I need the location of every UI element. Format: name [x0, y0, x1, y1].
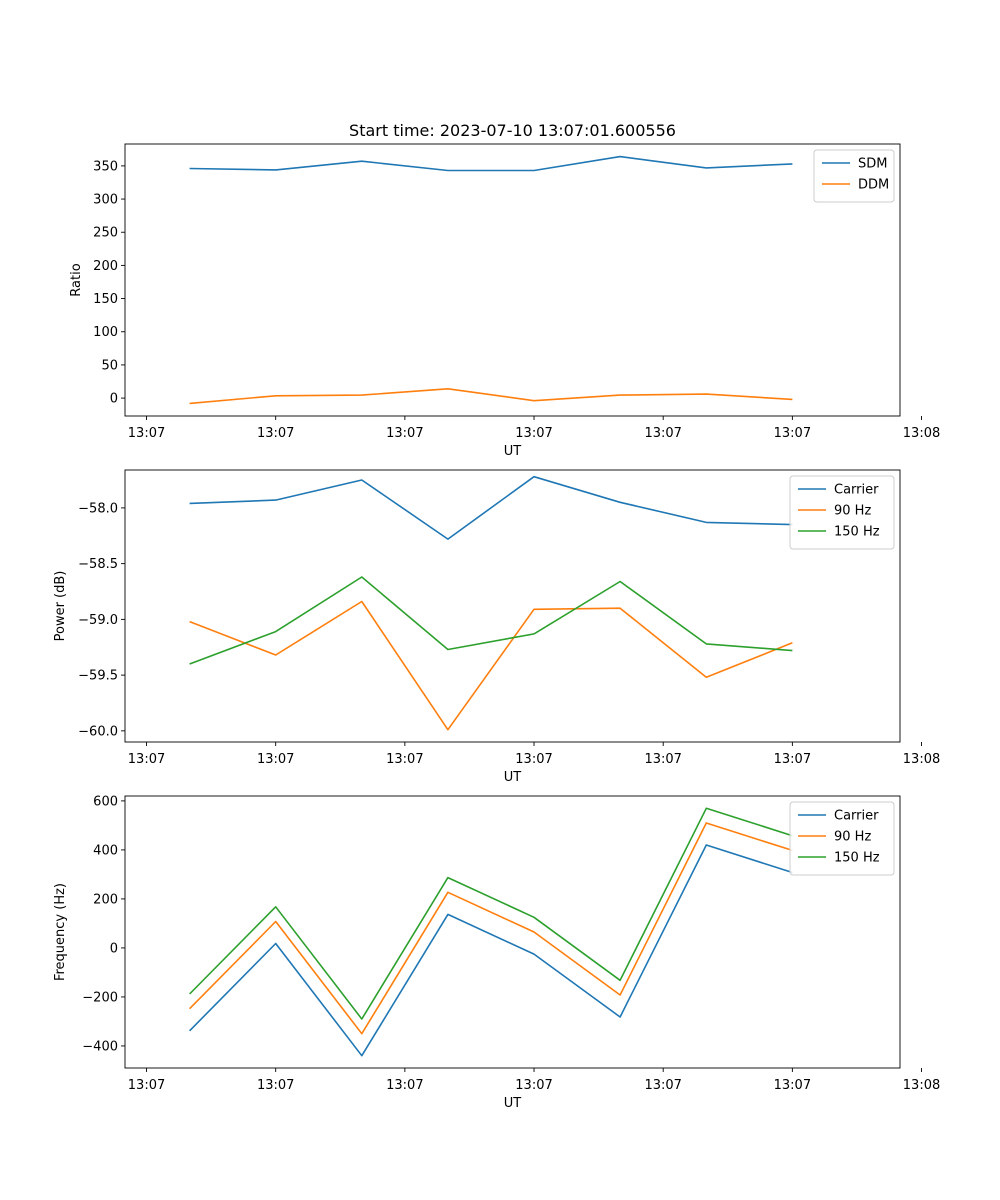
power-panel: −58.0 −58.5 −59.0 −59.5 −60.0 13:07 13:07 13:07… — [53, 469, 940, 785]
frequency-xtick-label: 13:07 — [774, 1078, 811, 1093]
frequency-ytick-label: −400 — [82, 1039, 118, 1054]
frequency-series-90-hz-line — [189, 822, 793, 1035]
ratio-ytick-label: 300 — [93, 193, 118, 208]
power-legend-label: 90 Hz — [834, 504, 871, 519]
ratio-xtick-label: 13:07 — [515, 426, 552, 441]
frequency-xtick-label: 13:08 — [903, 1078, 940, 1093]
frequency-ytick-label: 400 — [93, 843, 118, 858]
ratio-legend: SDM DDM — [813, 149, 895, 203]
ratio-legend-label: SDM — [858, 157, 887, 172]
power-y-axis-label: Power (dB) — [53, 571, 68, 642]
power-ytick-label: −58.0 — [78, 501, 118, 516]
ratio-xtick-label: 13:07 — [774, 426, 811, 441]
ratio-xtick-label: 13:07 — [128, 426, 165, 441]
power-series-150-hz-line — [189, 576, 793, 665]
frequency-legend-label: 90 Hz — [834, 830, 871, 845]
ratio-ytick-label: 100 — [93, 325, 118, 340]
power-axes-frame — [124, 469, 901, 743]
frequency-ytick-label: −200 — [82, 990, 118, 1005]
ratio-ytick-label: 0 — [110, 392, 118, 407]
ratio-ytick-label: 200 — [93, 259, 118, 274]
power-legend-label: Carrier — [834, 483, 879, 498]
frequency-series-150-hz-line — [189, 807, 793, 1020]
power-ytick-label: −59.0 — [78, 613, 118, 628]
ratio-xtick-label: 13:07 — [386, 426, 423, 441]
frequency-legend: Carrier 90 Hz 150 Hz — [789, 801, 895, 876]
ratio-ytick-label: 150 — [93, 292, 118, 307]
ratio-panel: 0 50 100 150 200 250 300 350 13:07 13:07 13:07 13:0… — [69, 143, 940, 459]
ratio-ytick-label: 50 — [101, 358, 118, 373]
figure-title: Start time: 2023-07-10 13:07:01.600556 — [349, 121, 676, 140]
power-x-axis-label: UT — [504, 770, 522, 785]
power-ytick-label: −60.0 — [78, 724, 118, 739]
frequency-ytick-label: 600 — [93, 794, 118, 809]
power-xtick-label: 13:07 — [386, 752, 423, 767]
ratio-legend-label: DDM — [858, 178, 889, 193]
ratio-ytick-label: 250 — [93, 226, 118, 241]
frequency-legend-label: Carrier — [834, 809, 879, 824]
ratio-xtick-label: 13:08 — [903, 426, 940, 441]
ratio-x-axis-label: UT — [504, 444, 522, 459]
frequency-ytick-label: 200 — [93, 892, 118, 907]
power-series-90-hz-line — [189, 600, 793, 731]
power-xtick-label: 13:07 — [257, 752, 294, 767]
frequency-xtick-label: 13:07 — [128, 1078, 165, 1093]
power-xtick-label: 13:07 — [774, 752, 811, 767]
ratio-xtick-label: 13:07 — [644, 426, 681, 441]
power-legend-label: 150 Hz — [834, 525, 880, 540]
power-ytick-label: −59.5 — [78, 669, 118, 684]
power-series-carrier-line — [189, 475, 793, 540]
frequency-xtick-label: 13:07 — [644, 1078, 681, 1093]
frequency-y-axis-label: Frequency (Hz) — [53, 883, 68, 981]
frequency-legend-label: 150 Hz — [834, 851, 880, 866]
frequency-x-axis-label: UT — [504, 1096, 522, 1111]
ratio-xtick-label: 13:07 — [257, 426, 294, 441]
frequency-series-carrier-line — [189, 844, 793, 1057]
ratio-axes-frame — [124, 143, 901, 417]
ratio-series-ddm-line — [189, 387, 793, 405]
power-legend: Carrier 90 Hz 150 Hz — [789, 475, 895, 550]
power-xtick-label: 13:07 — [128, 752, 165, 767]
frequency-panel: −400 −200 0 200 400 600 13:07 13:07 13:07 13:07 13… — [53, 794, 940, 1111]
frequency-xtick-label: 13:07 — [515, 1078, 552, 1093]
ratio-series-sdm-line — [189, 155, 793, 172]
frequency-xtick-label: 13:07 — [386, 1078, 423, 1093]
power-xtick-label: 13:07 — [515, 752, 552, 767]
frequency-axes-frame — [124, 795, 901, 1069]
ratio-y-axis-label: Ratio — [69, 263, 84, 296]
power-ytick-label: −58.5 — [78, 557, 118, 572]
frequency-xtick-label: 13:07 — [257, 1078, 294, 1093]
frequency-ytick-label: 0 — [110, 941, 118, 956]
power-xtick-label: 13:08 — [903, 752, 940, 767]
power-xtick-label: 13:07 — [644, 752, 681, 767]
ratio-ytick-label: 350 — [93, 159, 118, 174]
